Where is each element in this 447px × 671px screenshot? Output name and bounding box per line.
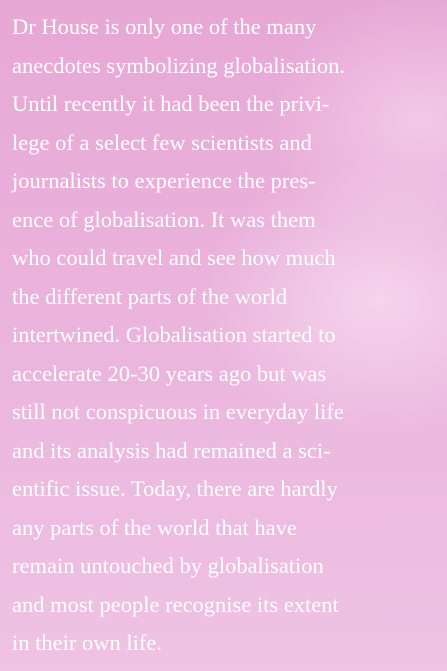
text-line: ence of globalisation. It was them (12, 206, 316, 232)
text-line: any parts of the world that have (12, 514, 297, 540)
text-line: and its analysis had remained a sci- (12, 437, 331, 463)
text-line: in their own life. (12, 630, 162, 655)
text-line: still not conspicuous in everyday life (12, 399, 344, 424)
text-line: and most people recognise its extent (12, 591, 339, 617)
text-line: anecdotes symbolizing globalisation. (12, 52, 346, 78)
text-line: the different parts of the world (12, 283, 288, 309)
text-line: who could travel and see how much (12, 245, 336, 270)
text-line: accelerate 20-30 years ago but was (12, 360, 327, 386)
text-line: Dr House is only one of the many (12, 14, 317, 39)
text-line: intertwined. Globalisation started to (12, 322, 336, 347)
text-line: entific issue. Today, there are hardly (12, 476, 338, 501)
text-line: remain untouched by globalisation (12, 553, 324, 578)
text-line: journalists to experience the pres- (12, 168, 316, 193)
text-line: lege of a select few scientists and (12, 129, 312, 155)
text-line: Until recently it had been the privi- (12, 91, 330, 116)
